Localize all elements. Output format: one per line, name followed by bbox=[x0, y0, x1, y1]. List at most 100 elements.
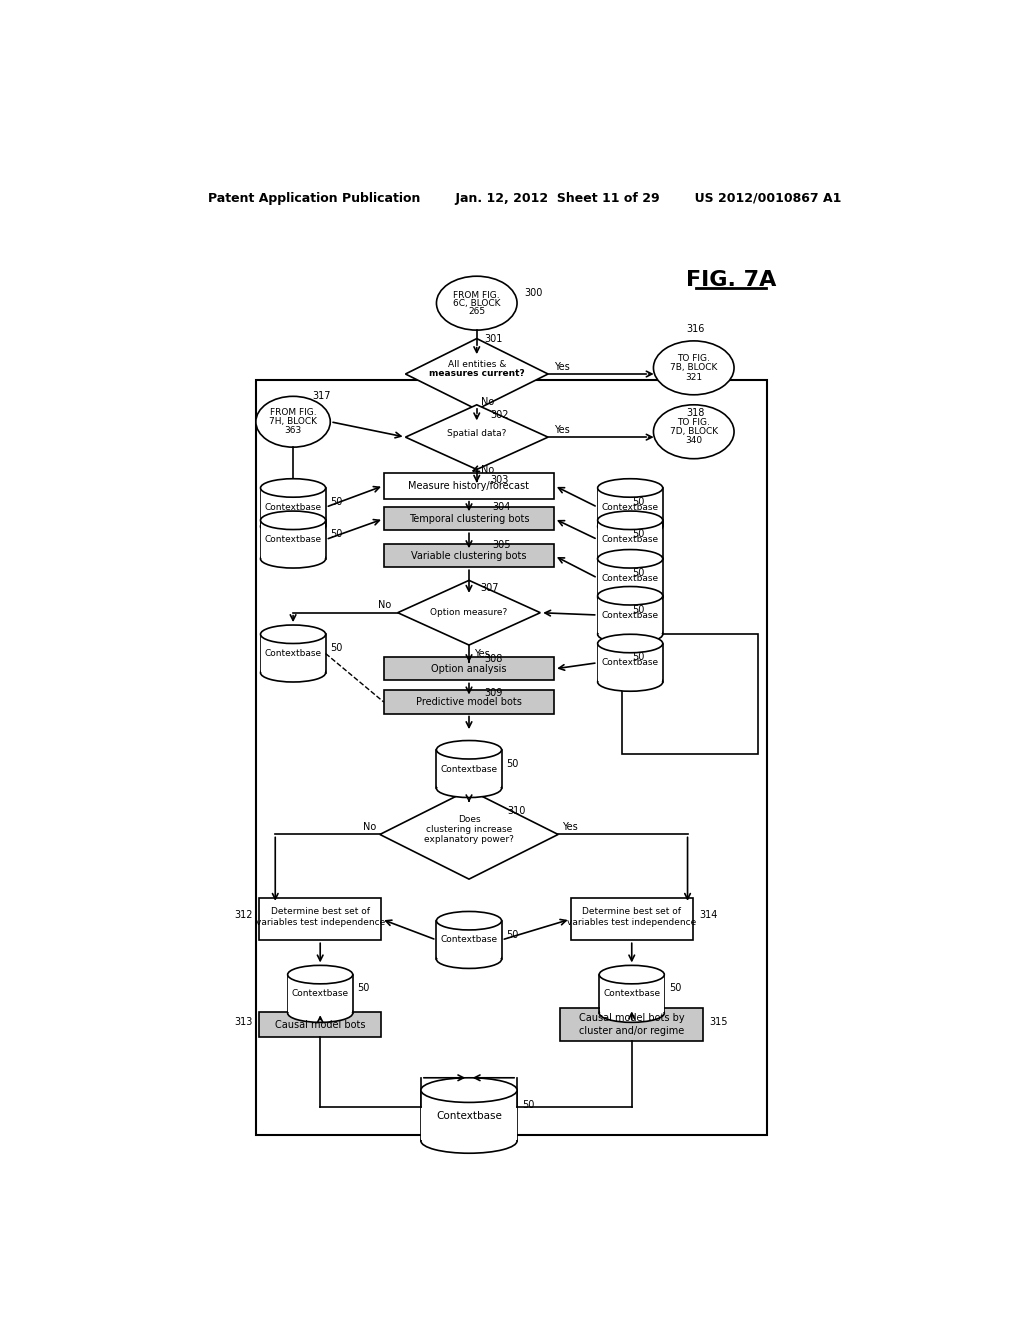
Ellipse shape bbox=[260, 549, 326, 568]
Text: TO FIG.: TO FIG. bbox=[677, 354, 711, 363]
Text: 50: 50 bbox=[357, 983, 370, 994]
Text: Contextbase: Contextbase bbox=[292, 990, 349, 998]
Text: Option analysis: Option analysis bbox=[431, 664, 507, 675]
Text: 304: 304 bbox=[493, 502, 511, 512]
Ellipse shape bbox=[653, 341, 734, 395]
Ellipse shape bbox=[599, 965, 665, 983]
Text: Contextbase: Contextbase bbox=[264, 649, 322, 657]
Bar bbox=[261, 521, 326, 558]
Ellipse shape bbox=[436, 741, 502, 759]
Text: 50: 50 bbox=[632, 568, 644, 578]
Text: 316: 316 bbox=[686, 325, 705, 334]
Bar bbox=[598, 521, 663, 558]
Text: Does: Does bbox=[458, 814, 480, 824]
Text: Yes: Yes bbox=[554, 425, 570, 436]
Ellipse shape bbox=[421, 1129, 517, 1154]
Text: Causal model bots by: Causal model bots by bbox=[579, 1014, 685, 1023]
Bar bbox=[259, 898, 381, 940]
Bar bbox=[598, 520, 663, 558]
Text: 50: 50 bbox=[506, 929, 518, 940]
Polygon shape bbox=[380, 789, 558, 879]
Text: 309: 309 bbox=[484, 688, 503, 698]
Ellipse shape bbox=[653, 405, 734, 459]
Bar bbox=[598, 597, 663, 634]
Bar bbox=[384, 657, 554, 681]
Ellipse shape bbox=[436, 779, 502, 797]
Bar bbox=[599, 974, 665, 1014]
Bar bbox=[598, 560, 663, 597]
Text: Determine best set of: Determine best set of bbox=[270, 907, 370, 916]
Text: Contextbase: Contextbase bbox=[440, 936, 498, 944]
Ellipse shape bbox=[436, 911, 502, 929]
Text: 308: 308 bbox=[484, 653, 503, 664]
Bar bbox=[623, 635, 758, 754]
Bar bbox=[260, 635, 326, 673]
Text: 301: 301 bbox=[484, 334, 503, 345]
Text: 50: 50 bbox=[521, 1101, 535, 1110]
Text: Measure history/forecast: Measure history/forecast bbox=[409, 480, 529, 491]
Ellipse shape bbox=[260, 479, 326, 498]
Text: FIG. 7A: FIG. 7A bbox=[686, 271, 776, 290]
Text: Contextbase: Contextbase bbox=[264, 535, 322, 544]
Text: Determine best set of: Determine best set of bbox=[583, 907, 681, 916]
Bar bbox=[288, 975, 352, 1012]
Text: measures current?: measures current? bbox=[429, 370, 524, 379]
Ellipse shape bbox=[421, 1077, 517, 1102]
Text: Contextbase: Contextbase bbox=[602, 535, 658, 544]
Text: 313: 313 bbox=[234, 1018, 253, 1027]
Text: 50: 50 bbox=[632, 605, 644, 615]
Polygon shape bbox=[406, 339, 548, 409]
Text: Patent Application Publication        Jan. 12, 2012  Sheet 11 of 29        US 20: Patent Application Publication Jan. 12, … bbox=[208, 191, 842, 205]
Text: Option measure?: Option measure? bbox=[430, 609, 508, 618]
Bar bbox=[598, 644, 663, 681]
Text: TO FIG.: TO FIG. bbox=[677, 418, 711, 426]
Text: Contextbase: Contextbase bbox=[440, 764, 498, 774]
Text: Yes: Yes bbox=[474, 648, 489, 659]
Text: No: No bbox=[481, 465, 495, 475]
Ellipse shape bbox=[599, 1003, 665, 1022]
Text: 300: 300 bbox=[524, 288, 543, 298]
Text: 303: 303 bbox=[490, 475, 509, 486]
Bar bbox=[421, 1090, 517, 1140]
Ellipse shape bbox=[598, 479, 663, 498]
Text: 315: 315 bbox=[710, 1018, 728, 1027]
Text: 50: 50 bbox=[331, 529, 343, 539]
Text: Contextbase: Contextbase bbox=[602, 659, 658, 667]
Text: All entities &: All entities & bbox=[447, 360, 506, 370]
Bar bbox=[384, 507, 554, 531]
Text: explanatory power?: explanatory power? bbox=[424, 836, 514, 845]
Text: Yes: Yes bbox=[562, 822, 578, 832]
Bar bbox=[436, 921, 502, 960]
Text: 7H, BLOCK: 7H, BLOCK bbox=[269, 417, 317, 426]
Bar bbox=[570, 898, 693, 940]
Text: 302: 302 bbox=[490, 409, 509, 420]
Text: Contextbase: Contextbase bbox=[602, 611, 658, 619]
Text: 7B, BLOCK: 7B, BLOCK bbox=[670, 363, 718, 372]
Text: Contextbase: Contextbase bbox=[602, 503, 658, 512]
Bar bbox=[598, 488, 663, 525]
Text: Temporal clustering bots: Temporal clustering bots bbox=[409, 513, 529, 524]
Bar bbox=[384, 544, 554, 568]
Ellipse shape bbox=[436, 950, 502, 969]
Bar bbox=[260, 488, 326, 527]
Bar bbox=[437, 921, 501, 958]
Bar bbox=[260, 520, 326, 558]
Text: Yes: Yes bbox=[554, 362, 570, 372]
Text: 310: 310 bbox=[508, 807, 526, 816]
Text: cluster and/or regime: cluster and/or regime bbox=[580, 1026, 684, 1036]
Text: 50: 50 bbox=[669, 983, 681, 994]
Text: 7D, BLOCK: 7D, BLOCK bbox=[670, 428, 718, 436]
Ellipse shape bbox=[260, 517, 326, 536]
Bar bbox=[598, 488, 663, 527]
Text: Causal model bots: Causal model bots bbox=[275, 1019, 366, 1030]
Text: 50: 50 bbox=[632, 496, 644, 507]
Text: 312: 312 bbox=[234, 911, 253, 920]
Ellipse shape bbox=[288, 965, 352, 983]
Bar bbox=[598, 644, 663, 682]
Text: 50: 50 bbox=[331, 496, 343, 507]
Bar bbox=[384, 690, 554, 714]
Text: Variable clustering bots: Variable clustering bots bbox=[412, 550, 526, 561]
Text: 307: 307 bbox=[480, 583, 499, 593]
Bar bbox=[421, 1090, 517, 1140]
Bar bbox=[384, 473, 554, 499]
